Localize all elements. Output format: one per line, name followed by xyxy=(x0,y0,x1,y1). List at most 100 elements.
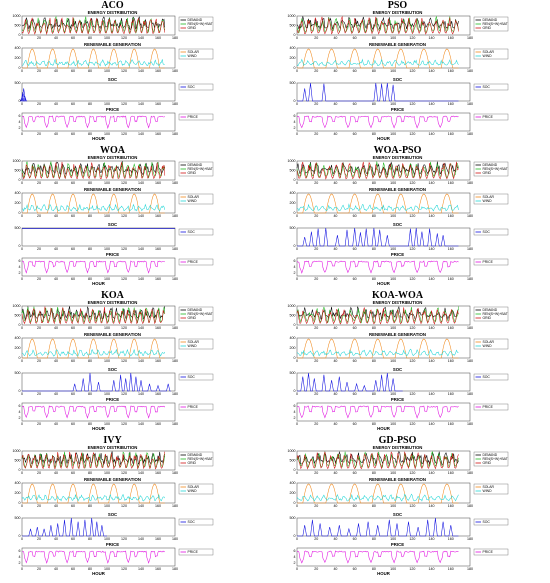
x-tick-label: 180 xyxy=(172,277,178,281)
x-tick-label: 140 xyxy=(429,392,435,396)
y-tick-label: 400 xyxy=(290,46,296,50)
subplot-title: RENEWABLE GENERATION xyxy=(369,477,426,482)
x-tick-label: 40 xyxy=(333,102,337,106)
x-tick-label: 80 xyxy=(88,36,92,40)
x-tick-label: 180 xyxy=(172,392,178,396)
x-tick-label: 80 xyxy=(88,359,92,363)
x-tick-label: 140 xyxy=(138,214,144,218)
x-tick-label: 60 xyxy=(353,69,357,73)
x-tick-label: 160 xyxy=(155,36,161,40)
series-line-price xyxy=(296,405,459,419)
x-tick-label: 100 xyxy=(104,181,110,185)
legend-box xyxy=(473,518,509,526)
x-tick-label: 100 xyxy=(390,132,396,136)
legend-label: REN(S+W)+BAT xyxy=(483,457,508,461)
x-tick-label: 120 xyxy=(409,132,415,136)
x-tick-label: 160 xyxy=(155,277,161,281)
x-tick-label: 20 xyxy=(37,537,41,541)
series-line-solar xyxy=(22,193,165,214)
x-tick-label: 180 xyxy=(467,132,473,136)
x-tick-label: 120 xyxy=(121,504,127,508)
x-tick-label: 0 xyxy=(21,567,23,571)
x-tick-label: 140 xyxy=(138,471,144,475)
legend-label: WIND xyxy=(188,489,198,493)
y-tick-label: 200 xyxy=(290,56,296,60)
y-tick-label: 6 xyxy=(294,549,296,553)
x-tick-label: 120 xyxy=(409,36,415,40)
x-tick-label: 40 xyxy=(333,277,337,281)
legend-box xyxy=(473,258,509,266)
y-tick-label: 0 xyxy=(294,244,296,248)
x-tick-label: 120 xyxy=(409,181,415,185)
y-tick-label: 4 xyxy=(294,265,296,269)
plot-area xyxy=(296,257,471,277)
x-tick-label: 20 xyxy=(314,69,318,73)
x-tick-label: 80 xyxy=(88,326,92,330)
x-tick-label: 160 xyxy=(448,471,454,475)
x-tick-label: 0 xyxy=(296,102,298,106)
y-tick-label: 1000 xyxy=(13,159,21,163)
x-tick-label: 100 xyxy=(104,277,110,281)
x-tick-label: 40 xyxy=(333,326,337,330)
plot-area xyxy=(21,112,176,132)
x-tick-label: 40 xyxy=(333,471,337,475)
x-tick-label: 120 xyxy=(409,69,415,73)
x-tick-label: 0 xyxy=(21,132,23,136)
legend-box xyxy=(473,48,509,60)
series-line-ren-s-w-bat xyxy=(21,306,166,324)
x-tick-label: 120 xyxy=(121,567,127,571)
legend-label: SOC xyxy=(483,375,491,379)
x-tick-label: 120 xyxy=(121,537,127,541)
subplot-title: RENEWABLE GENERATION xyxy=(369,332,426,337)
y-tick-label: 0 xyxy=(19,66,21,70)
legend-box xyxy=(178,48,214,60)
y-tick-label: 0 xyxy=(19,534,21,538)
x-tick-label: 40 xyxy=(54,132,58,136)
x-tick-label: 20 xyxy=(37,214,41,218)
x-tick-label: 20 xyxy=(37,277,41,281)
y-tick-label: 500 xyxy=(290,314,296,318)
x-tick-label: 180 xyxy=(172,359,178,363)
legend-label: SOLAR xyxy=(188,50,200,54)
panel-title: IVY xyxy=(103,435,122,446)
x-tick-label: 100 xyxy=(104,537,110,541)
y-tick-label: 0 xyxy=(19,178,21,182)
plot-area xyxy=(21,192,176,214)
x-tick-label: 20 xyxy=(37,69,41,73)
y-tick-label: 1000 xyxy=(288,449,296,453)
y-tick-label: 200 xyxy=(15,56,21,60)
plot-area xyxy=(21,482,176,504)
x-tick-label: 0 xyxy=(296,214,298,218)
x-tick-label: 80 xyxy=(88,277,92,281)
x-tick-label: 60 xyxy=(71,69,75,73)
x-tick-label: 160 xyxy=(448,69,454,73)
x-tick-label: 0 xyxy=(21,392,23,396)
legend-label: PRICE xyxy=(188,260,199,264)
x-tick-label: 180 xyxy=(172,69,178,73)
x-tick-label: 140 xyxy=(429,326,435,330)
x-tick-label: 0 xyxy=(21,471,23,475)
x-tick-label: 100 xyxy=(104,392,110,396)
y-tick-label: 6 xyxy=(294,114,296,118)
subplot-title: SOC xyxy=(393,222,402,227)
x-tick-label: 120 xyxy=(121,392,127,396)
y-tick-label: 500 xyxy=(15,516,21,520)
legend-box xyxy=(178,193,214,205)
x-tick-label: 20 xyxy=(314,471,318,475)
x-tick-label: 20 xyxy=(314,567,318,571)
subplot-title: PRICE xyxy=(391,107,404,112)
series-line-solar xyxy=(297,483,459,504)
x-tick-label: 100 xyxy=(390,537,396,541)
subplot-title: PRICE xyxy=(391,542,404,547)
y-tick-label: 2 xyxy=(19,416,21,420)
series-line-price xyxy=(296,550,459,564)
legend-box xyxy=(178,258,214,266)
x-tick-label: 60 xyxy=(71,422,75,426)
x-tick-label: 100 xyxy=(390,359,396,363)
